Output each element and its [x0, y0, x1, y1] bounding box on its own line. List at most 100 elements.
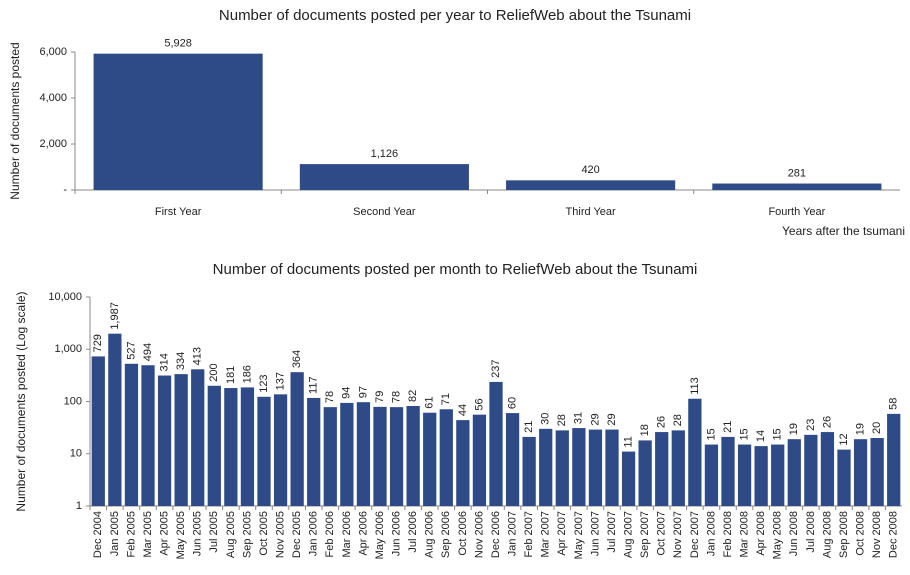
data-label: 420 — [581, 164, 599, 176]
bar — [340, 402, 354, 506]
data-label: 729 — [92, 334, 104, 352]
y-tick-label: 2,000 — [39, 138, 67, 150]
data-label: 29 — [606, 413, 618, 425]
bar — [124, 363, 139, 506]
x-tick-label: Jun 2006 — [390, 511, 402, 556]
x-tick-label: Aug 2008 — [821, 511, 833, 558]
bar — [712, 183, 882, 190]
x-tick-label: Jun 2007 — [589, 511, 601, 556]
data-label: 14 — [755, 430, 767, 442]
x-tick-label: Mar 2005 — [142, 511, 154, 557]
data-label: 15 — [705, 428, 717, 440]
data-label: 94 — [341, 387, 353, 399]
bar — [804, 434, 818, 506]
bar — [655, 432, 669, 506]
x-tick-label: Jul 2008 — [805, 511, 817, 553]
data-label: 20 — [871, 422, 883, 434]
x-tick-label: Oct 2005 — [258, 511, 270, 556]
x-tick-label: Oct 2008 — [854, 511, 866, 556]
x-tick-label: Nov 2007 — [672, 511, 684, 558]
data-label: 364 — [291, 350, 303, 368]
bar — [489, 381, 503, 506]
x-tick-label: Jan 2007 — [506, 511, 518, 556]
data-label: 18 — [639, 424, 651, 436]
bar — [539, 428, 553, 506]
data-label: 186 — [241, 365, 253, 383]
bar — [704, 444, 719, 506]
y-tick-label: 100 — [64, 395, 82, 407]
bar — [572, 428, 586, 506]
data-label: 60 — [506, 397, 518, 409]
y-axis-title: Number of documents posted (Log scale) — [14, 291, 28, 511]
data-label: 79 — [374, 391, 386, 403]
bar — [191, 369, 205, 506]
data-label: 117 — [308, 376, 320, 394]
x-tick-label: Jul 2007 — [606, 511, 618, 553]
data-label: 21 — [722, 421, 734, 433]
data-label: 97 — [357, 386, 369, 398]
x-tick-label: First Year — [155, 206, 202, 218]
data-label: 200 — [208, 363, 220, 381]
bar — [638, 440, 652, 506]
bar — [224, 388, 238, 506]
data-label: 11 — [622, 436, 634, 447]
x-tick-label: Dec 2008 — [888, 511, 900, 558]
data-label: 58 — [888, 398, 900, 410]
x-tick-label: Sep 2005 — [241, 511, 253, 558]
x-tick-label: Apr 2005 — [158, 511, 170, 556]
bar — [307, 397, 321, 506]
data-label: 28 — [556, 414, 568, 426]
y-tick-label: 10,000 — [48, 291, 82, 303]
x-tick-label: Mar 2006 — [341, 511, 353, 557]
x-tick-label: May 2006 — [374, 511, 386, 559]
bar — [157, 375, 172, 506]
x-tick-label: Jan 2006 — [308, 511, 320, 556]
x-tick-label: Oct 2007 — [656, 511, 668, 556]
bar — [605, 429, 619, 506]
bar — [621, 451, 636, 506]
y-tick-label: 1 — [76, 500, 82, 512]
data-label: 12 — [838, 433, 850, 445]
bar — [522, 436, 536, 506]
x-tick-label: Third Year — [566, 206, 616, 218]
bar — [389, 407, 404, 506]
data-label: 26 — [656, 416, 668, 428]
data-label: 113 — [689, 377, 701, 395]
bar — [837, 449, 851, 506]
bar — [174, 374, 188, 506]
y-tick-label: 10 — [70, 448, 82, 460]
x-tick-label: Apr 2008 — [755, 511, 767, 556]
x-tick-label: Sep 2007 — [639, 511, 651, 558]
data-label: 56 — [473, 398, 485, 410]
bar — [737, 444, 752, 506]
bar — [299, 164, 469, 190]
chart-title: Number of documents posted per year to R… — [219, 7, 691, 24]
data-label: 413 — [192, 347, 204, 365]
data-label: 30 — [540, 413, 552, 425]
data-label: 78 — [324, 391, 336, 403]
bar — [887, 413, 901, 506]
bar — [853, 439, 868, 506]
x-tick-label: Feb 2007 — [523, 511, 535, 557]
y-tick-label: - — [63, 184, 67, 196]
bar — [771, 444, 785, 506]
y-tick-label: 4,000 — [39, 92, 67, 104]
x-tick-label: Jun 2005 — [192, 511, 204, 556]
x-tick-label: Dec 2004 — [92, 511, 104, 558]
data-label: 71 — [440, 393, 452, 405]
bar — [688, 398, 702, 506]
bar — [506, 180, 676, 190]
chart-title: Number of documents posted per month to … — [213, 261, 698, 278]
data-label: 82 — [407, 390, 419, 402]
y-tick-label: 6,000 — [39, 46, 67, 58]
data-label: 78 — [390, 391, 402, 403]
x-tick-label: Fourth Year — [768, 206, 825, 218]
x-tick-label: Apr 2007 — [556, 511, 568, 556]
bar — [472, 414, 487, 506]
data-label: 19 — [854, 423, 866, 435]
bar — [240, 387, 255, 506]
x-tick-label: Mar 2008 — [738, 511, 750, 557]
x-tick-label: Sep 2006 — [440, 511, 452, 558]
data-label: 15 — [772, 428, 784, 440]
